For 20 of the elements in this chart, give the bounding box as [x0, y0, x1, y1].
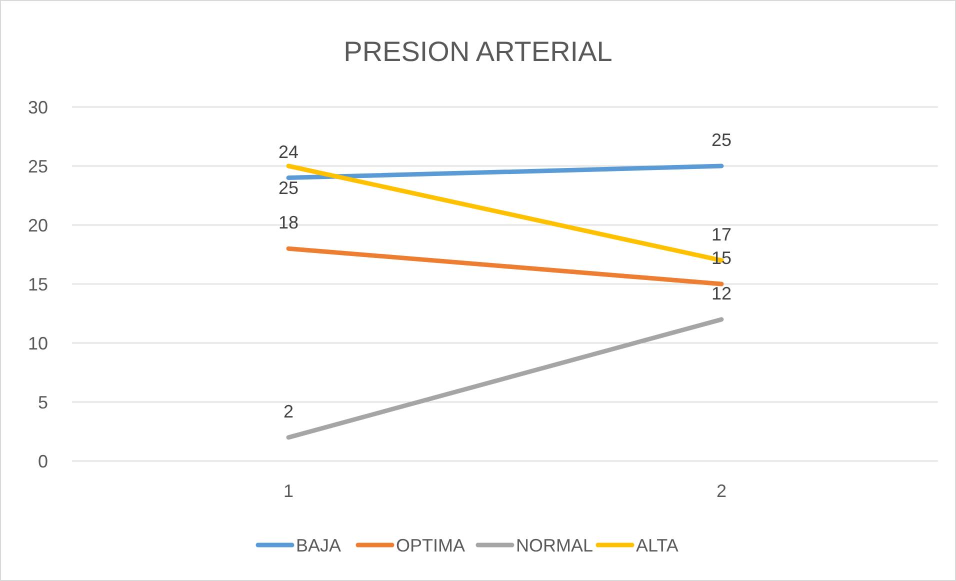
data-label: 25: [278, 178, 299, 198]
x-tick-label: 1: [283, 481, 294, 501]
data-label: 2: [283, 401, 294, 422]
legend-label: ALTA: [636, 535, 678, 556]
y-tick-label: 20: [28, 215, 48, 236]
y-tick-label: 5: [38, 392, 48, 412]
data-label: 25: [711, 130, 732, 150]
y-tick-label: 25: [28, 156, 48, 176]
y-tick-label: 15: [28, 274, 48, 294]
data-label: 12: [711, 283, 732, 304]
legend-label: OPTIMA: [396, 535, 466, 556]
data-label: 18: [278, 212, 299, 233]
chart-title: PRESION ARTERIAL: [344, 36, 612, 67]
data-label: 17: [711, 224, 732, 244]
legend-label: NORMAL: [516, 535, 594, 556]
data-label: 24: [278, 142, 299, 162]
y-tick-label: 10: [28, 333, 48, 354]
legend-label: BAJA: [296, 535, 342, 556]
y-tick-label: 30: [28, 97, 48, 118]
y-tick-label: 0: [38, 451, 48, 472]
